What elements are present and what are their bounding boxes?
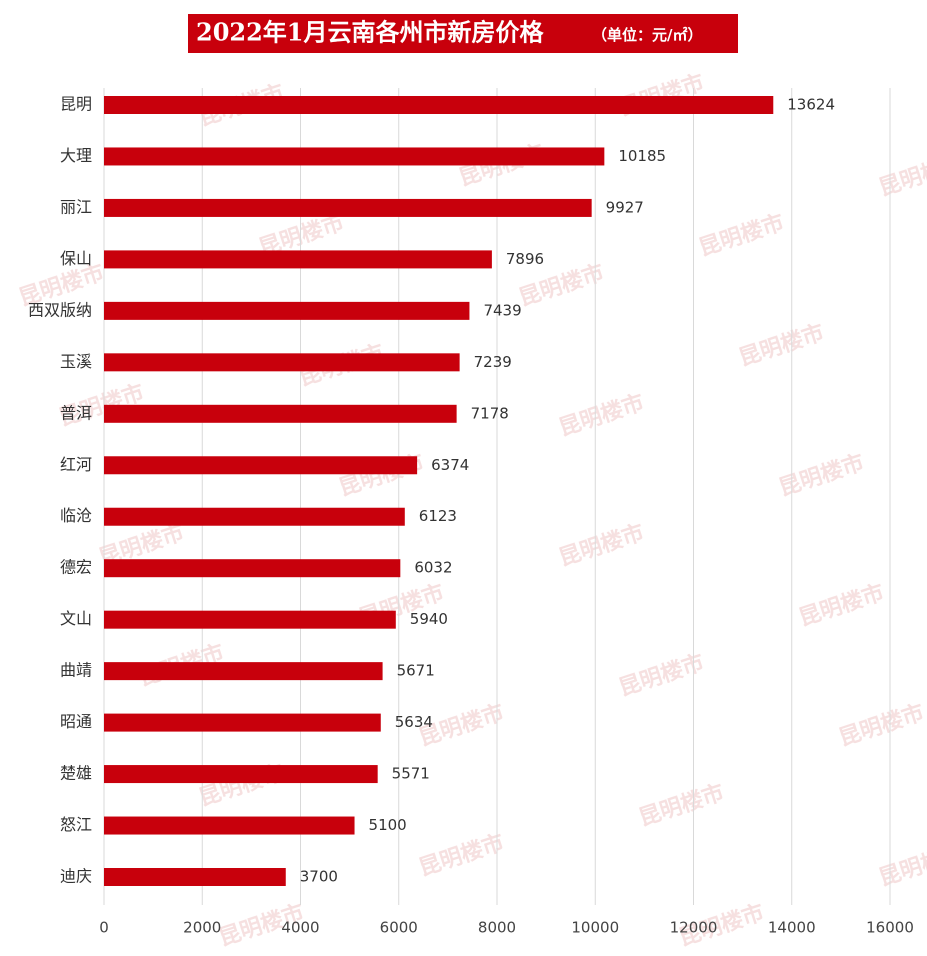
value-label: 6374: [431, 456, 469, 474]
value-label: 6123: [419, 507, 457, 525]
x-tick-label: 12000: [670, 919, 718, 937]
value-label: 5100: [369, 816, 407, 834]
bar: [104, 301, 470, 320]
value-label: 5940: [410, 610, 448, 628]
y-tick-label: 丽江: [60, 197, 92, 216]
value-label: 13624: [787, 96, 835, 114]
y-tick-label: 昆明: [60, 95, 92, 114]
value-label: 5634: [395, 713, 433, 731]
x-tick-label: 2000: [183, 919, 221, 937]
value-label: 7896: [506, 250, 544, 268]
y-tick-label: 玉溪: [60, 352, 92, 371]
bar: [104, 816, 355, 835]
bar: [104, 868, 286, 886]
value-label: 7439: [483, 301, 521, 319]
x-tick-label: 4000: [281, 919, 319, 937]
x-tick-label: 6000: [380, 919, 418, 937]
value-label: 9927: [606, 198, 644, 216]
bar: [104, 765, 378, 784]
value-label: 6032: [414, 559, 452, 577]
y-tick-label: 昭通: [60, 712, 92, 731]
y-tick-label: 怒江: [60, 815, 92, 834]
bar: [104, 507, 405, 526]
y-tick-label: 普洱: [60, 403, 92, 422]
bar: [104, 404, 457, 423]
y-tick-label: 曲靖: [60, 661, 92, 680]
x-tick-label: 0: [99, 919, 109, 937]
title-box: [188, 14, 738, 53]
y-tick-label: 红河: [60, 455, 92, 474]
value-label: 7239: [474, 353, 512, 371]
x-tick-label: 10000: [571, 919, 619, 937]
x-tick-label: 8000: [478, 919, 516, 937]
chart-title: 2022年1月云南各州市新房价格: [196, 18, 544, 47]
y-tick-label: 文山: [60, 609, 92, 628]
value-label: 3700: [300, 868, 338, 886]
y-tick-label: 德宏: [60, 558, 92, 577]
y-tick-label: 保山: [60, 249, 92, 268]
y-tick-label: 迪庆: [60, 867, 92, 886]
bar: [104, 96, 774, 114]
y-tick-label: 楚雄: [60, 764, 92, 783]
bar: [104, 662, 383, 681]
y-tick-label: 西双版纳: [28, 300, 92, 319]
y-tick-label: 大理: [60, 146, 92, 165]
chart-subtitle: （单位：元/㎡）: [592, 26, 702, 44]
bar: [104, 610, 396, 629]
bar: [104, 250, 492, 269]
bar: [104, 147, 605, 166]
value-label: 7178: [471, 404, 509, 422]
bar: [104, 559, 401, 578]
value-label: 5571: [392, 765, 430, 783]
bar: [104, 713, 381, 732]
x-tick-label: 16000: [866, 919, 914, 937]
bar: [104, 198, 592, 217]
plot: 0 2000 4000 6000 8000 10000 12000 14000 16000 昆明 1…: [28, 95, 914, 937]
bar: [104, 353, 460, 372]
bar: [104, 456, 418, 475]
value-label: 10185: [618, 147, 666, 165]
value-label: 5671: [397, 662, 435, 680]
y-tick-label: 临沧: [60, 506, 92, 525]
x-tick-label: 14000: [768, 919, 816, 937]
